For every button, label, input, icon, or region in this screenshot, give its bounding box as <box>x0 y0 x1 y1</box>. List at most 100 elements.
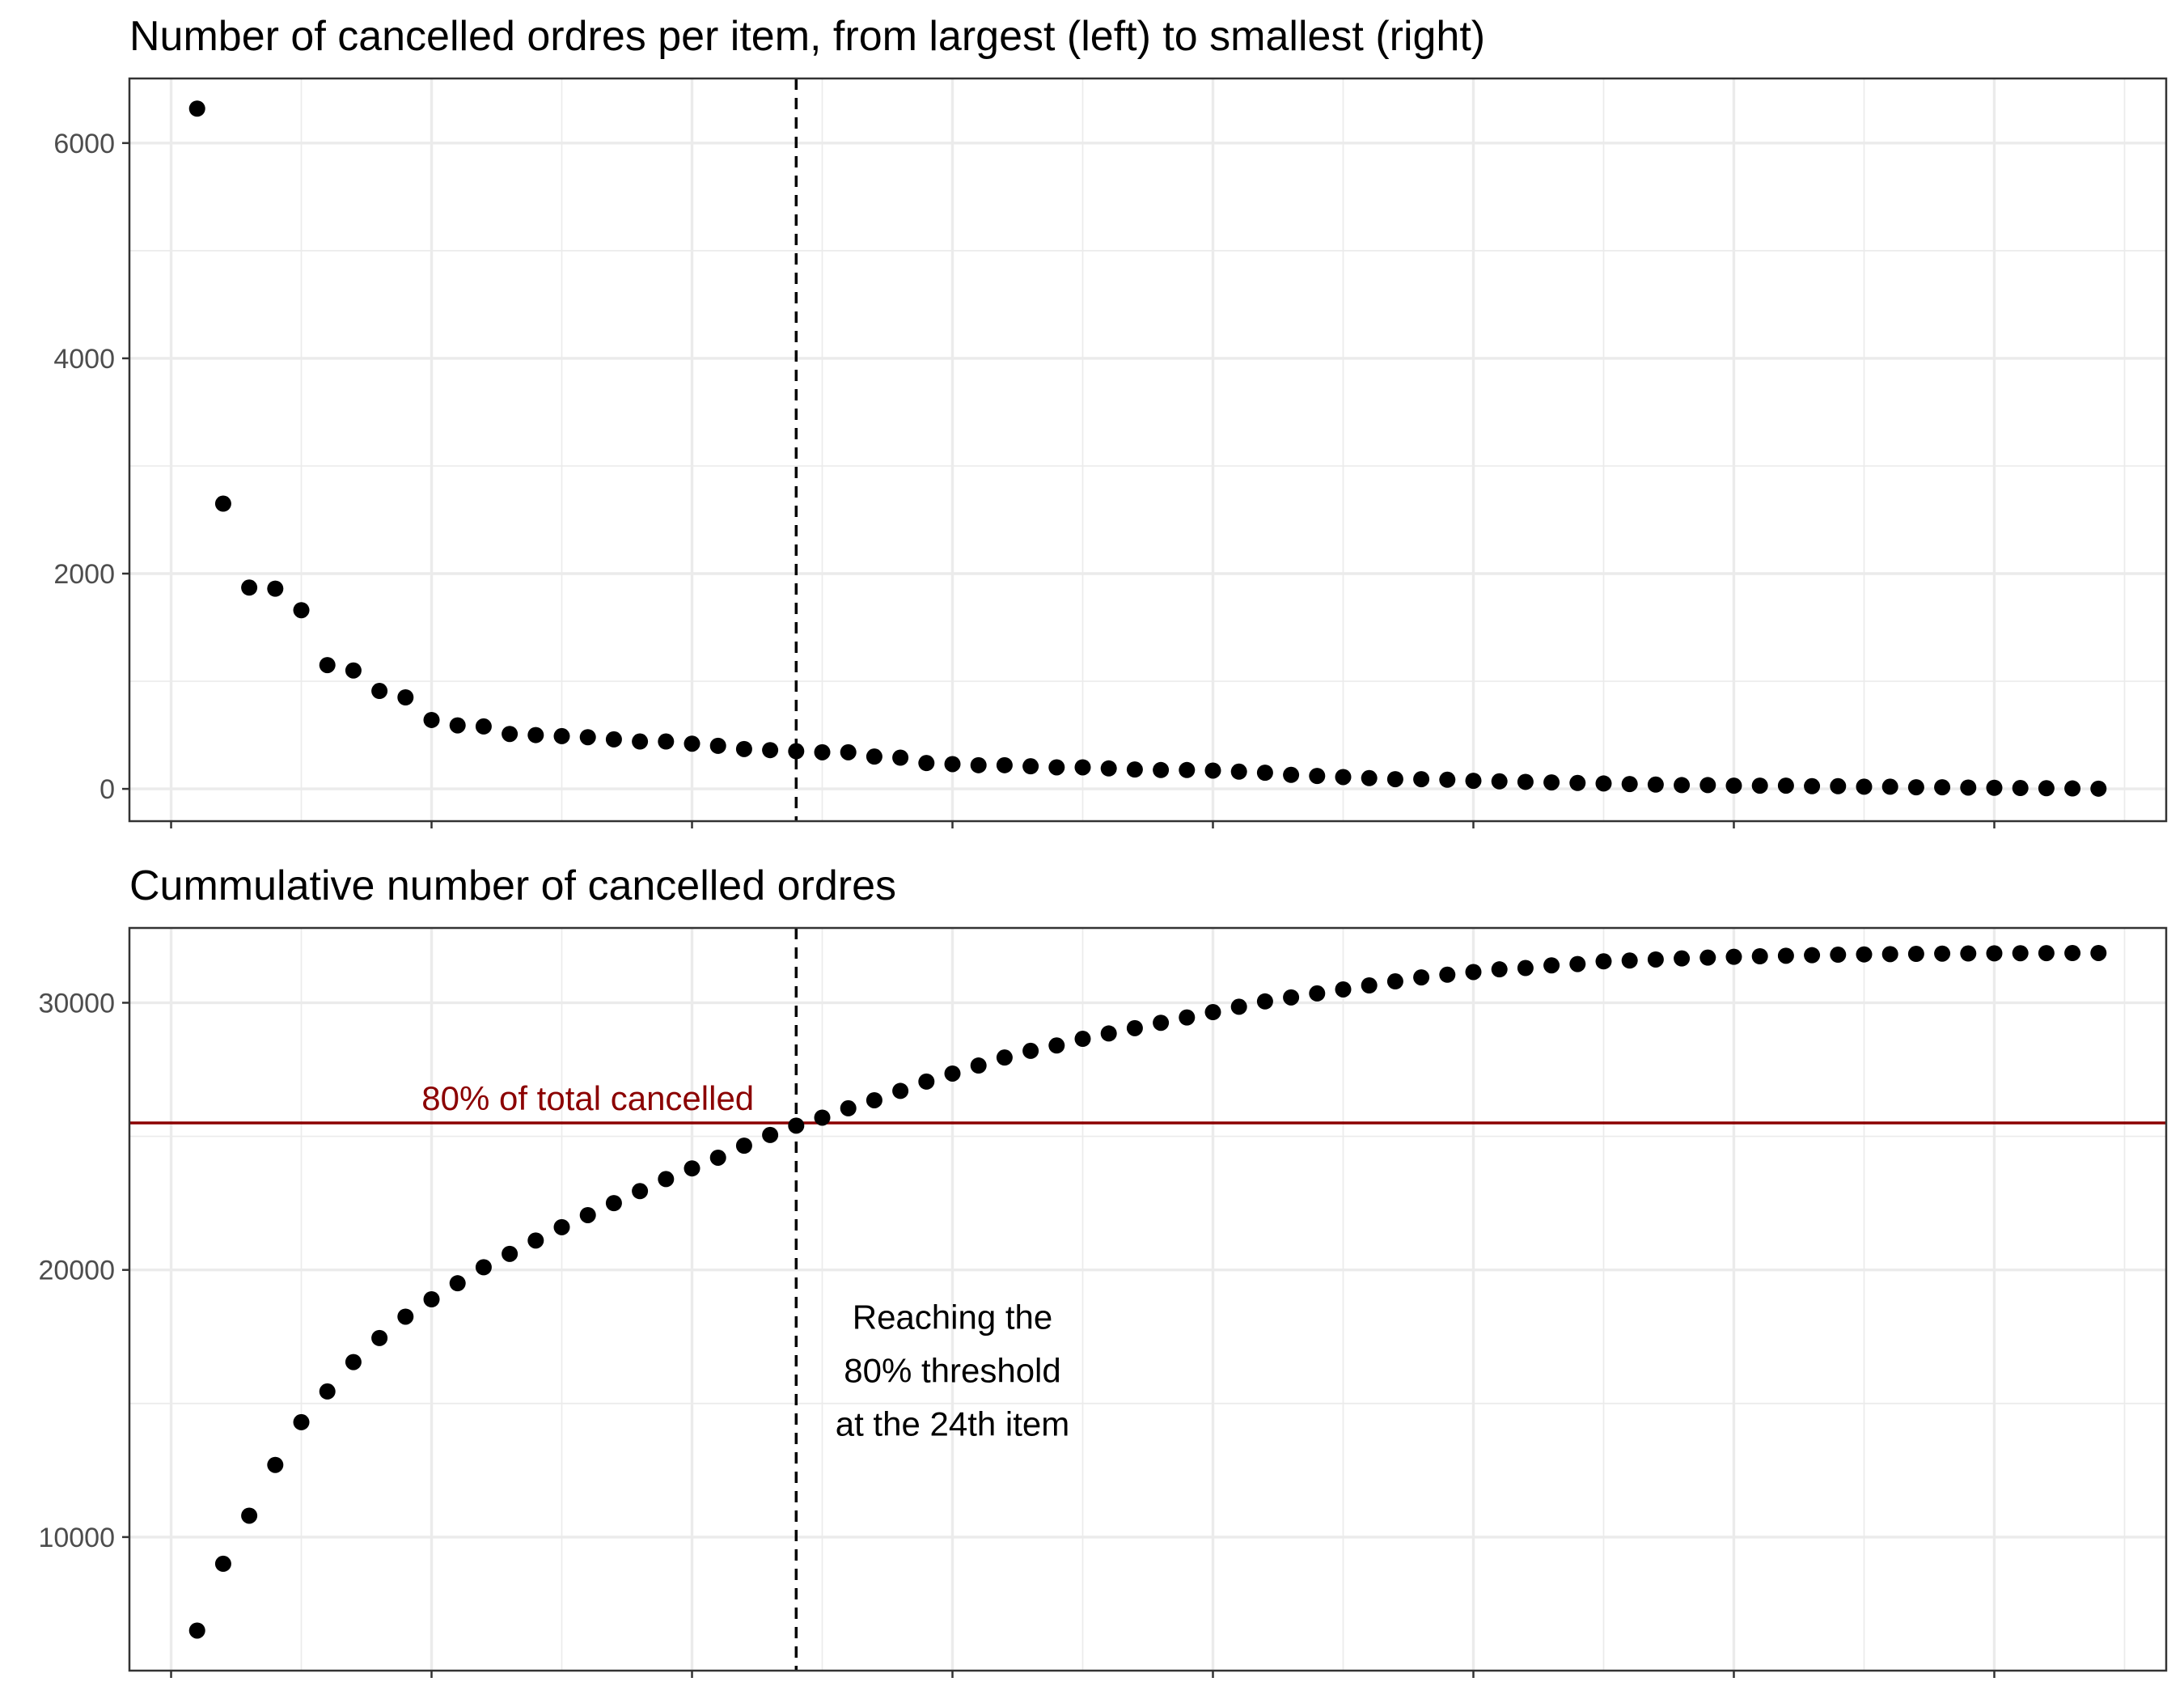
data-point <box>632 733 649 750</box>
data-point <box>1804 947 1821 964</box>
data-point <box>1595 775 1612 792</box>
data-point <box>475 1259 492 1276</box>
data-point <box>293 1413 310 1430</box>
data-point <box>2038 780 2055 797</box>
data-point <box>214 1555 231 1572</box>
y-tick-label: 6000 <box>53 129 115 159</box>
data-point <box>1230 998 1247 1015</box>
data-point <box>397 689 414 705</box>
chart-title: Cummulative number of cancelled ordres <box>129 862 896 909</box>
data-point <box>2012 945 2029 962</box>
data-point <box>1048 759 1065 776</box>
data-point <box>840 1099 857 1116</box>
data-point <box>1804 777 1821 794</box>
data-point <box>1856 946 1873 963</box>
data-point <box>1230 763 1247 780</box>
data-point <box>579 729 596 746</box>
data-point <box>1830 777 1847 794</box>
data-point <box>735 740 752 757</box>
data-point <box>527 1232 544 1249</box>
y-tick-label: 2000 <box>53 559 115 590</box>
annotation-line: Reaching the <box>853 1298 1053 1336</box>
data-point <box>1647 951 1664 968</box>
data-point <box>996 756 1013 773</box>
data-point <box>1179 1009 1196 1026</box>
data-point <box>1907 779 1924 796</box>
data-point <box>1491 961 1508 978</box>
data-point <box>1386 771 1403 788</box>
data-point <box>1699 777 1716 794</box>
data-point <box>579 1206 596 1223</box>
data-point <box>1386 973 1403 990</box>
data-point <box>1986 779 2003 796</box>
data-point <box>1777 947 1794 964</box>
annotation-line: 80% threshold <box>844 1351 1061 1389</box>
data-point <box>1179 761 1196 778</box>
data-point <box>502 726 518 743</box>
data-point <box>605 1195 622 1212</box>
data-point <box>684 1160 700 1177</box>
data-point <box>735 1137 752 1154</box>
data-point <box>1699 949 1716 966</box>
data-point <box>1777 777 1794 794</box>
y-tick-label: 30000 <box>38 988 115 1019</box>
data-point <box>1074 759 1091 776</box>
data-point <box>892 749 909 766</box>
data-point <box>241 1507 258 1524</box>
data-point <box>1361 976 1378 993</box>
data-point <box>371 1329 388 1346</box>
data-point <box>2064 945 2081 962</box>
data-point <box>1725 777 1742 794</box>
data-point <box>814 743 831 760</box>
data-point <box>944 756 961 773</box>
data-point <box>1465 964 1482 981</box>
data-point <box>1153 761 1170 778</box>
data-point <box>475 718 492 735</box>
data-point <box>1256 993 1273 1010</box>
data-point <box>2038 945 2055 962</box>
data-point <box>1335 769 1352 786</box>
data-point <box>918 755 935 772</box>
data-point <box>1856 778 1873 795</box>
data-point <box>1204 762 1221 779</box>
data-point <box>1907 946 1924 963</box>
data-point <box>449 1275 466 1292</box>
data-point <box>1934 945 1951 962</box>
data-point <box>1830 947 1847 964</box>
data-point <box>423 711 440 728</box>
data-point <box>1204 1004 1221 1021</box>
data-point <box>1517 773 1534 790</box>
data-point <box>2090 944 2107 961</box>
data-point <box>2090 780 2107 797</box>
data-point <box>527 727 544 743</box>
data-point <box>1100 1025 1117 1042</box>
chart-panel-2: Cummulative number of cancelled ordres 10… <box>38 862 2168 1678</box>
data-point <box>1022 758 1039 775</box>
chart-panel-1: Number of cancelled ordres per item, fro… <box>53 13 2168 828</box>
data-point <box>1960 945 1977 962</box>
data-point <box>788 1117 805 1134</box>
data-point <box>188 1622 205 1639</box>
data-point <box>1491 773 1508 790</box>
data-point <box>892 1082 909 1099</box>
data-point <box>267 580 284 597</box>
data-point <box>1048 1037 1065 1054</box>
data-point <box>553 727 570 744</box>
data-point <box>188 100 205 117</box>
data-point <box>1986 945 2003 962</box>
data-point <box>1309 768 1326 785</box>
data-point <box>996 1049 1013 1066</box>
data-point <box>1153 1015 1170 1032</box>
data-point <box>371 683 388 700</box>
data-point <box>1283 989 1300 1006</box>
data-point <box>1439 966 1456 983</box>
data-point <box>1074 1031 1091 1048</box>
data-point <box>502 1245 518 1262</box>
data-point <box>1751 948 1768 965</box>
data-point <box>293 602 310 619</box>
data-point <box>449 717 466 734</box>
data-point <box>1647 776 1664 793</box>
threshold-label: 80% of total cancelled <box>421 1079 754 1117</box>
data-point <box>1465 773 1482 790</box>
